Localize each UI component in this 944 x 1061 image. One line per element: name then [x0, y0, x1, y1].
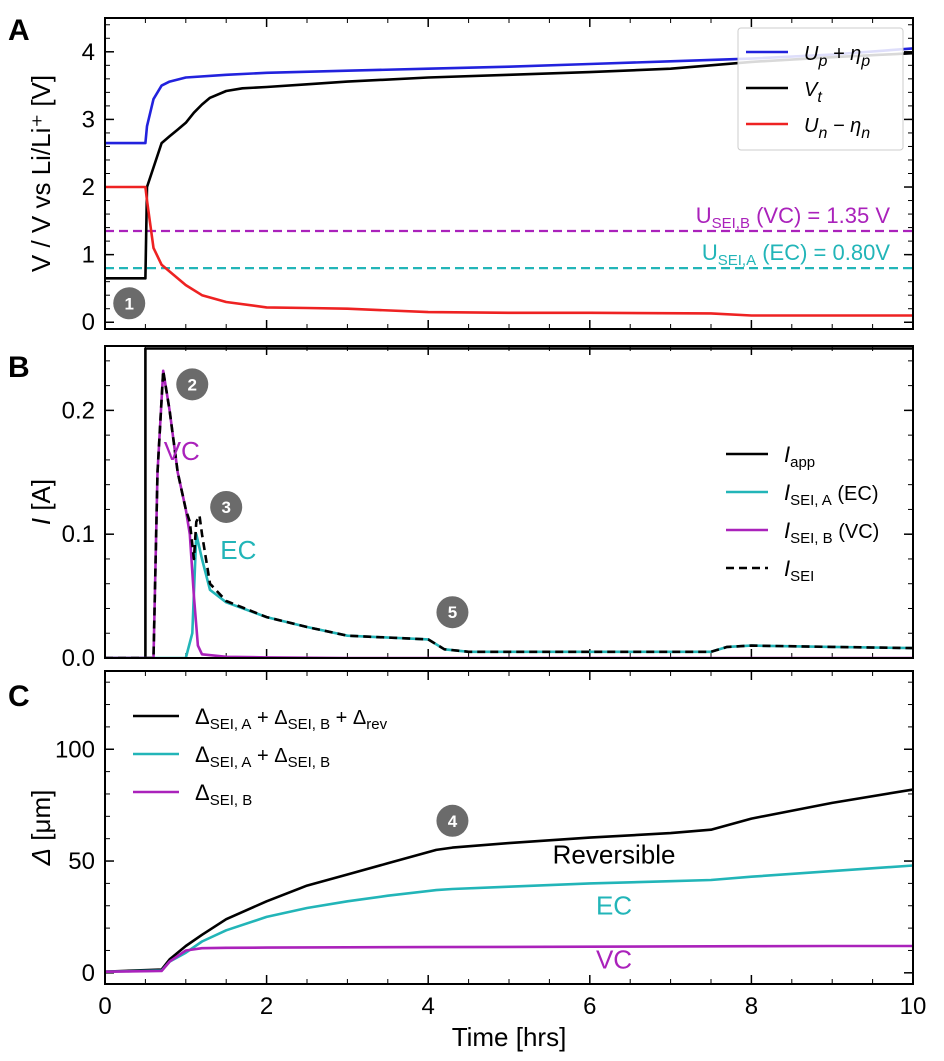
x-tick-label: 4 [422, 993, 435, 1020]
plot-frame [104, 345, 914, 659]
y-tick-label: 100 [55, 736, 95, 763]
y-axis-label: I [A] [26, 479, 56, 525]
legend-label: Up + ηp [804, 43, 870, 70]
y-tick-label: 0.1 [62, 521, 95, 548]
panel-letter-c: C [8, 680, 30, 713]
panel-letter-a: A [8, 14, 30, 47]
legend: ΔSEI, A + ΔSEI, B + Δrev ΔSEI, A + ΔSEI, … [133, 704, 388, 809]
series-annotation: EC [220, 535, 256, 565]
step-marker [436, 596, 469, 629]
panel-a-voltage-plot: 0 1 2 3 4 V / V vs Li/Li⁺ [V] USEI,B (VC) = 1.… [26, 17, 914, 336]
y-tick-label: 0.2 [62, 397, 95, 424]
legend-label: Vt [804, 79, 822, 106]
series-line [105, 185, 913, 317]
legend-label: Un − ηn [804, 115, 870, 142]
series-line [105, 864, 913, 973]
series-line [105, 47, 913, 145]
step-marker-label: 4 [448, 812, 458, 831]
y-tick-label: 0 [82, 960, 95, 987]
x-tick-label: 0 [98, 993, 111, 1020]
step-marker-label: 1 [125, 294, 134, 313]
y-tick-label: 0 [82, 309, 95, 336]
legend: Iapp ISEI, A (EC) ISEI, B (VC) ISEI [726, 442, 879, 585]
series-line [105, 944, 913, 973]
step-marker-label: 3 [221, 498, 230, 517]
series-line [105, 51, 913, 280]
step-marker [113, 287, 146, 320]
y-tick-label: 2 [82, 174, 95, 201]
step-marker-label: 2 [188, 375, 197, 394]
step-marker [210, 490, 243, 523]
step-marker [436, 804, 469, 837]
y-tick-label: 50 [68, 848, 95, 875]
panel-b-current-plot: 0.0 0.1 0.2 I [A] VC EC 2 3 5 Iapp ISEI, A (EC) ISE… [26, 345, 914, 672]
step-marker-label: 5 [448, 603, 457, 622]
legend-label: ΔSEI, A + ΔSEI, B + Δrev [195, 704, 388, 733]
series-annotation: VC [164, 436, 200, 466]
series-line [105, 347, 913, 658]
series-line [105, 369, 913, 658]
y-axis-label: Δ [μm] [26, 790, 56, 867]
series-annotation: VC [596, 944, 632, 974]
plot-frame [104, 17, 914, 330]
legend-label: ΔSEI, B [195, 780, 252, 809]
y-tick-label: 3 [82, 106, 95, 133]
x-tick-label: 6 [583, 993, 596, 1020]
panel-letter-b: B [8, 351, 30, 384]
legend-box [737, 27, 904, 151]
y-tick-label: 0.0 [62, 645, 95, 672]
legend-label: ISEI, B (VC) [784, 518, 879, 547]
x-tick-label: 10 [900, 993, 927, 1020]
legend-label: ISEI [784, 556, 814, 585]
threshold-label: USEI,A (EC) = 0.80V [702, 240, 890, 269]
series-annotation: EC [596, 891, 632, 921]
x-axis-label: Time [hrs] [452, 1022, 567, 1052]
series-annotation: Reversible [553, 839, 676, 869]
legend-label: ISEI, A (EC) [784, 480, 879, 509]
y-axis-label: V / V vs Li/Li⁺ [V] [26, 75, 56, 272]
x-tick-label: 8 [745, 993, 758, 1020]
plot-frame [104, 670, 914, 985]
step-marker [176, 368, 209, 401]
x-tick-label: 2 [260, 993, 273, 1020]
legend: Up + ηp Vt Un − ηn [737, 27, 904, 151]
panel-c-thickness-plot: 0 50 100 0 2 4 6 8 10 Time [hrs] Δ [μm] Reversible E… [26, 670, 927, 1052]
legend-label: Iapp [784, 442, 815, 471]
series-line [105, 788, 913, 973]
legend-label: ΔSEI, A + ΔSEI, B [195, 742, 330, 771]
y-tick-label: 4 [82, 39, 95, 66]
y-tick-label: 1 [82, 242, 95, 269]
threshold-label: USEI,B (VC) = 1.35 V [696, 203, 891, 232]
